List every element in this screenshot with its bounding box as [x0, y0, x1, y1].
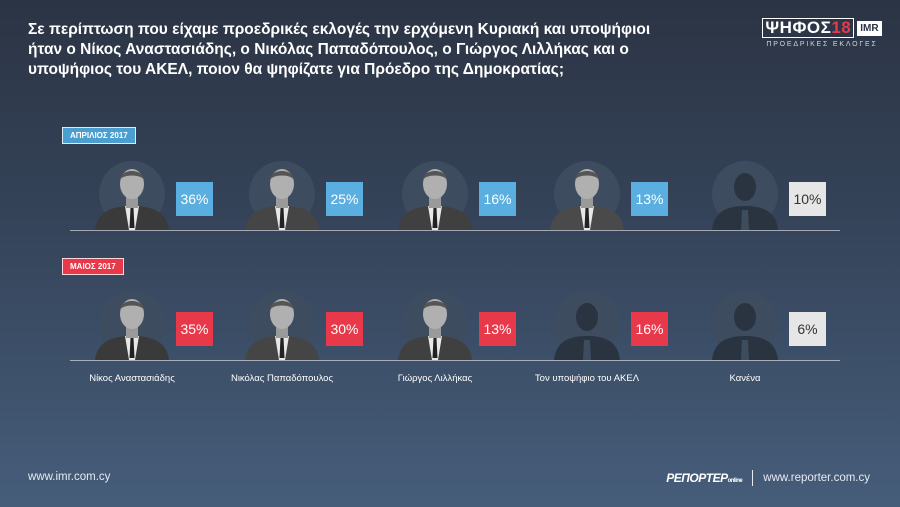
period-label-april: ΑΠΡΙΛΙΟΣ 2017	[62, 127, 136, 144]
logo-title: ΨΗΦΟΣ18	[762, 18, 855, 38]
category-label-4: Κανένα	[729, 373, 761, 384]
candidate-photo-may-0	[93, 290, 171, 360]
value-label-april-1: 25%	[326, 182, 363, 216]
candidate-photo-april-1	[243, 160, 321, 230]
logo-subtitle: ΠΡΟΕΔΡΙΚΕΣ ΕΚΛΟΓΕΣ	[766, 41, 878, 48]
period-label-may: ΜΑΙΟΣ 2017	[62, 258, 124, 275]
candidate-photo-may-4	[706, 290, 784, 360]
candidate-photo-may-1	[243, 290, 321, 360]
psifos18-logo: ΨΗΦΟΣ18 IMR ΠΡΟΕΔΡΙΚΕΣ ΕΚΛΟΓΕΣ	[762, 18, 882, 48]
survey-question: Σε περίπτωση που είχαμε προεδρικές εκλογ…	[28, 21, 651, 78]
value-label-may-3: 16%	[631, 312, 668, 346]
value-label-may-4: 6%	[789, 312, 826, 346]
category-label-0: Νίκος Αναστασιάδης	[89, 373, 175, 384]
footer-imr-url[interactable]: www.imr.com.cy	[28, 471, 111, 483]
category-label-1: Νικόλας Παπαδόπουλος	[230, 373, 334, 384]
footer-divider	[752, 470, 754, 486]
candidate-photo-may-2	[396, 290, 474, 360]
reporter-logo: ΡΕΠΟΡΤΕΡonline	[666, 471, 743, 485]
value-label-may-2: 13%	[479, 312, 516, 346]
footer-right: ΡΕΠΟΡΤΕΡonline www.reporter.com.cy	[666, 470, 870, 486]
category-label-2: Γιώργος Λιλλήκας	[397, 373, 473, 384]
value-label-may-0: 35%	[176, 312, 213, 346]
candidate-photo-april-0	[93, 160, 171, 230]
value-label-april-4: 10%	[789, 182, 826, 216]
value-label-april-3: 13%	[631, 182, 668, 216]
candidate-photo-may-3	[548, 290, 626, 360]
value-label-april-0: 36%	[176, 182, 213, 216]
value-label-april-2: 16%	[479, 182, 516, 216]
baseline-may	[70, 360, 840, 361]
candidate-photo-april-2	[396, 160, 474, 230]
baseline-april	[70, 230, 840, 231]
candidate-photo-april-3	[548, 160, 626, 230]
value-label-may-1: 30%	[326, 312, 363, 346]
imr-logo: IMR	[857, 20, 882, 36]
category-label-3: Τον υποψήφιο του ΑΚΕΛ	[534, 373, 640, 384]
footer-reporter-url[interactable]: www.reporter.com.cy	[763, 472, 870, 484]
candidate-photo-april-4	[706, 160, 784, 230]
